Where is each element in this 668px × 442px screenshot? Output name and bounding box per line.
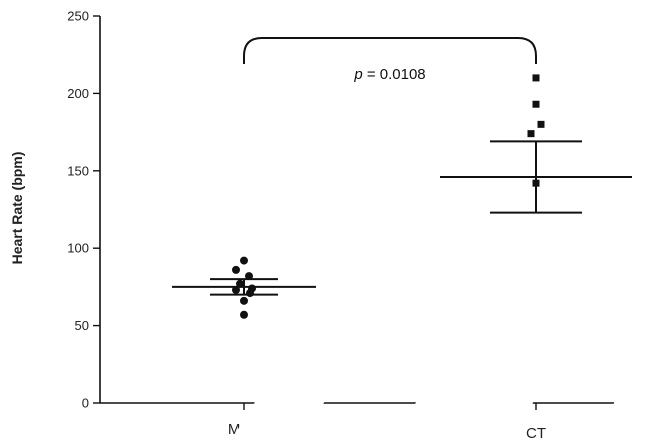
p-value: = 0.0108	[363, 66, 426, 83]
p-symbol: p	[353, 66, 362, 83]
plot-marks	[172, 74, 632, 319]
data-point	[246, 289, 254, 298]
data-point	[532, 179, 540, 187]
significance-bracket	[243, 37, 537, 64]
p-value-label: p = 0.0108	[353, 66, 425, 83]
data-point	[240, 310, 248, 319]
data-point	[532, 100, 540, 108]
watermark	[230, 270, 668, 442]
data-point	[245, 272, 253, 281]
y-tick-label: 250	[67, 9, 89, 24]
data-point	[232, 285, 240, 294]
y-tick-label: 200	[67, 86, 89, 101]
data-point	[527, 130, 535, 138]
significance-annotation: p = 0.0108	[243, 37, 537, 83]
data-point	[532, 74, 540, 82]
y-tick-label: 150	[67, 163, 89, 178]
data-point	[232, 265, 240, 274]
x-tick-label: CT	[526, 425, 546, 442]
y-axis-title: Heart Rate (bpm)	[9, 152, 25, 265]
y-ticks: 0 50 100 150 200 250	[67, 9, 100, 411]
y-tick-label: 100	[67, 241, 89, 256]
data-point	[240, 296, 248, 305]
data-point	[537, 120, 545, 128]
y-tick-label: 0	[82, 396, 89, 411]
data-point	[240, 256, 248, 265]
y-tick-label: 50	[75, 318, 89, 333]
data-point	[236, 279, 244, 288]
